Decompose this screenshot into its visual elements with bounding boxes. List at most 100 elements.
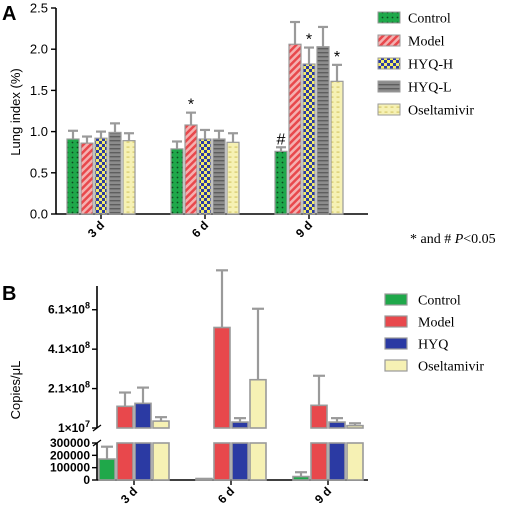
bar-oseltamivir (122, 140, 136, 215)
legend-label-control: Control (418, 294, 461, 309)
bar-model-lower (213, 442, 231, 481)
bar-model (116, 405, 134, 429)
bar-hyq-h (94, 137, 108, 215)
bar-oseltamivir (249, 378, 267, 429)
tick-exponent: 8 (85, 380, 90, 390)
significance-footnote: * and # P<0.05 (410, 232, 496, 247)
tick-mantissa: 4.1 (48, 342, 65, 356)
bar-control (170, 148, 184, 215)
significance-mark: * (334, 49, 340, 66)
tick-times-ten: ×10 (65, 382, 86, 396)
bar-model-lower (310, 442, 328, 481)
bar-hyq-h (198, 138, 212, 215)
tick-exponent: 8 (85, 340, 90, 350)
tick-mantissa: 6.1 (48, 303, 65, 317)
bar-oseltamivir (330, 80, 344, 215)
legend-swatch-model (384, 315, 408, 328)
panel-a-x-tick-label: 6 d (189, 218, 211, 240)
bar-oseltamivir (152, 420, 170, 429)
bar-oseltamivir (226, 141, 240, 215)
panel-b-y-tick-label: 6.1×108 (48, 301, 90, 317)
bar-model (184, 124, 198, 215)
footnote-p: P (454, 232, 464, 247)
legend-label-model: Model (408, 35, 445, 50)
panel-a-x-tick-label: 3 d (85, 218, 107, 240)
footnote-suffix: <0.05 (463, 232, 495, 247)
tick-times-ten: ×10 (65, 421, 86, 435)
panel-b-y-tick-label: 200000 (50, 448, 90, 462)
bar-hyq-l (316, 46, 330, 215)
significance-mark: * (306, 32, 312, 49)
bar-hyq-h (302, 63, 316, 215)
panel-b-x-tick-label: 3 d (118, 484, 140, 506)
legend-label-oseltamivir: Oseltamivir (408, 104, 474, 119)
legend-swatch-control (377, 11, 401, 24)
legend-label-hyq-h: HYQ-H (408, 58, 453, 73)
panel-a-y-tick-label: 0.5 (30, 165, 48, 180)
bar-hyq-lower (328, 442, 346, 481)
bar-model (80, 142, 94, 215)
legend-swatch-hyq-l (377, 80, 401, 93)
panel-b-y-tick-label: 1×107 (58, 419, 90, 435)
bar-oseltamivir-lower (249, 442, 267, 481)
bar-model (310, 404, 328, 429)
legend-label-model: Model (418, 316, 455, 331)
legend-label-hyq-l: HYQ-L (408, 81, 452, 96)
significance-mark: # (277, 131, 286, 148)
legend-swatch-control (384, 293, 408, 306)
bar-oseltamivir (346, 424, 364, 429)
panel-a-y-tick-label: 1.0 (30, 124, 48, 139)
tick-exponent: 7 (85, 419, 90, 429)
panel-b-y-tick-label: 0 (83, 473, 90, 487)
panel-b-y-tick-label: 100000 (50, 461, 90, 475)
bar-oseltamivir-lower (152, 442, 170, 481)
bar-model (213, 326, 231, 429)
bar-model (288, 43, 302, 215)
legend-swatch-oseltamivir (377, 103, 401, 116)
panel-b-label: B (2, 283, 16, 305)
footnote-prefix: * and # (410, 232, 455, 247)
bar-control (195, 477, 213, 481)
panel-a-y-tick-label: 0.0 (30, 207, 48, 222)
panel-b-x-tick-label: 6 d (215, 484, 237, 506)
axis-break-mark (92, 439, 102, 447)
legend-swatch-hyq-h (377, 57, 401, 70)
bar-hyq (328, 421, 346, 429)
bar-model-lower (116, 442, 134, 481)
bar-hyq-lower (231, 442, 249, 481)
panel-b-y-axis-title: Copies/μL (8, 361, 23, 420)
panel-b-x-tick-label: 9 d (312, 484, 334, 506)
panel-b-y-tick-label: 300000 (50, 436, 90, 450)
bar-hyq-l (212, 138, 226, 215)
bar-control (66, 138, 80, 215)
panel-a-y-tick-label: 2.5 (30, 1, 48, 16)
panel-a-y-tick-label: 2.0 (30, 42, 48, 57)
bar-hyq-lower (134, 442, 152, 481)
bar-hyq (134, 402, 152, 429)
tick-times-ten: ×10 (65, 303, 86, 317)
bar-hyq (231, 421, 249, 429)
bar-control (292, 475, 310, 481)
tick-mantissa: 2.1 (48, 382, 65, 396)
legend-label-control: Control (408, 12, 451, 27)
legend-label-hyq: HYQ (418, 338, 448, 353)
tick-mantissa: 1 (58, 421, 65, 435)
panel-b-viral-copies: 01000002000003000001×1072.1×1084.1×1086.… (48, 269, 484, 506)
panel-b-y-tick-label: 4.1×108 (48, 340, 90, 356)
panel-a-y-axis-title: Lung index (%) (8, 68, 23, 155)
panel-a-label: A (2, 3, 16, 25)
tick-exponent: 8 (85, 301, 90, 311)
legend-label-oseltamivir: Oseltamivir (418, 360, 484, 375)
bar-control (98, 458, 116, 481)
bar-oseltamivir-lower (346, 442, 364, 481)
tick-times-ten: ×10 (65, 342, 86, 356)
panel-b-y-tick-label: 2.1×108 (48, 380, 90, 396)
legend-swatch-hyq (384, 337, 408, 350)
panel-a-y-tick-label: 1.5 (30, 83, 48, 98)
axis-break-mark (92, 424, 102, 432)
significance-mark: * (188, 97, 194, 114)
bar-hyq-l (108, 131, 122, 215)
legend-swatch-oseltamivir (384, 359, 408, 372)
panel-a-x-tick-label: 9 d (293, 218, 315, 240)
